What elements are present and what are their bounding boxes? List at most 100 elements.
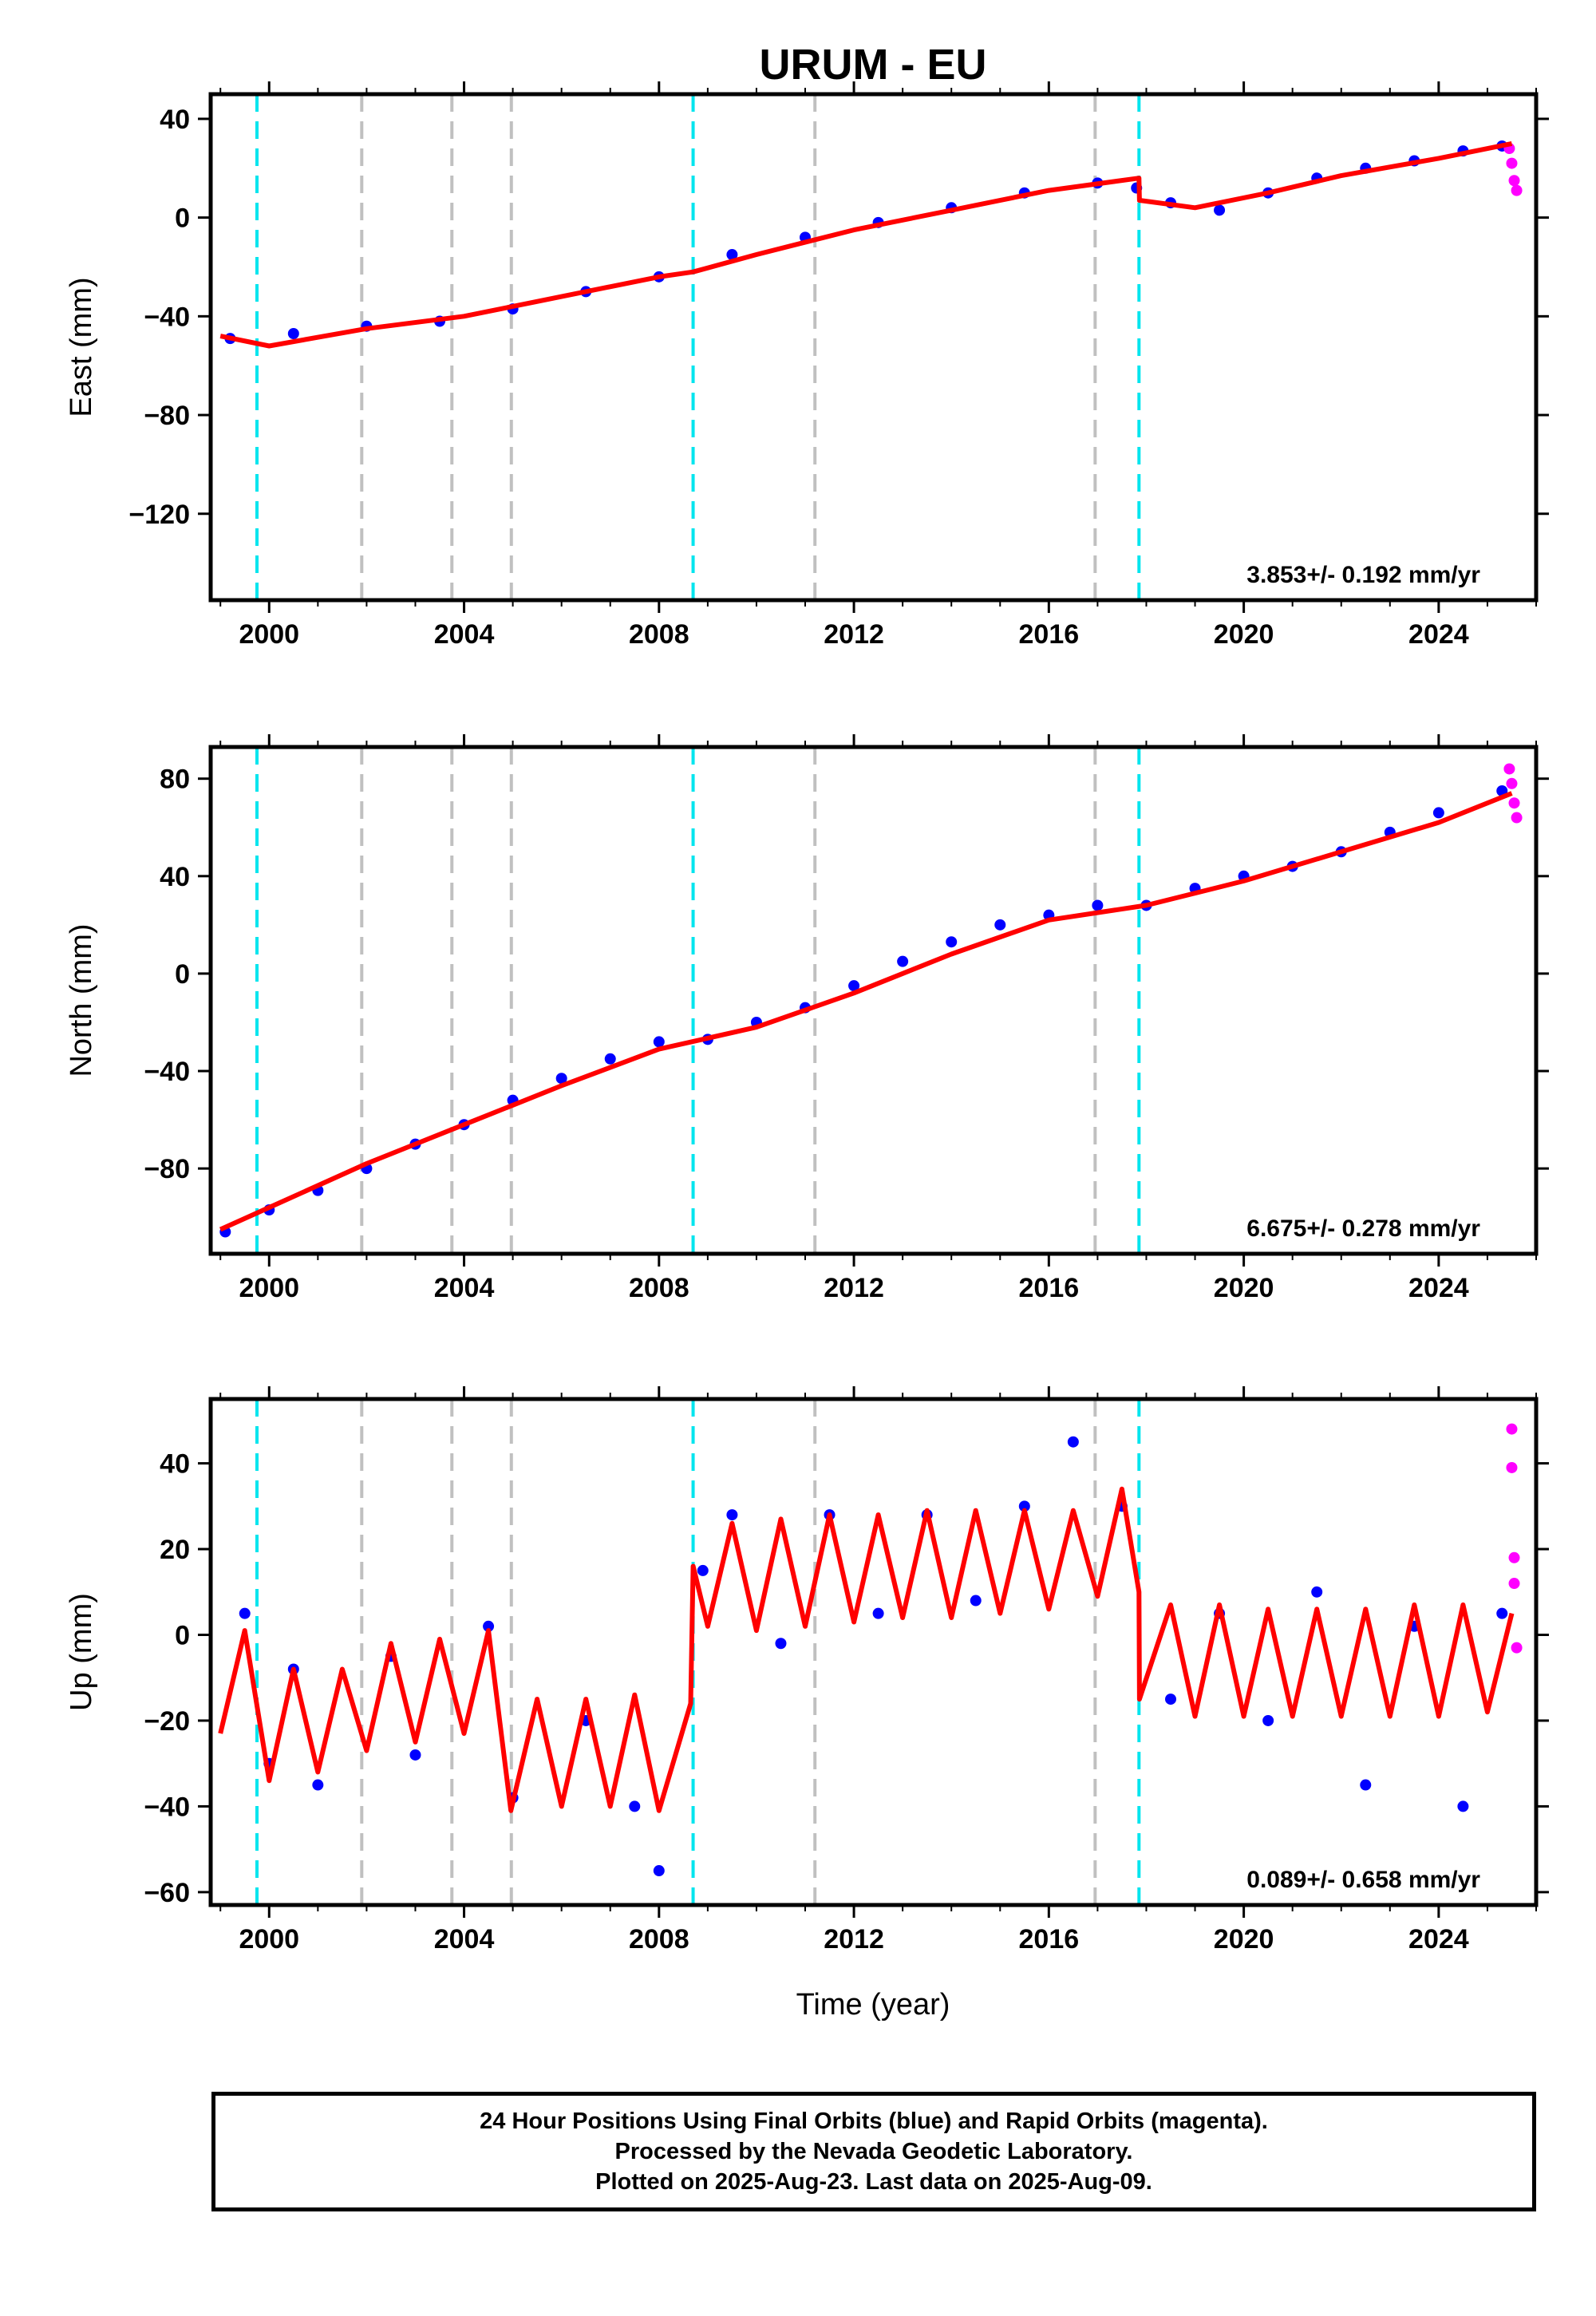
north-x-tick-label: 2012 bbox=[824, 1273, 884, 1303]
north-y-tick-label: 80 bbox=[160, 765, 190, 795]
up-final-point bbox=[1165, 1694, 1177, 1705]
east-x-tick-label: 2012 bbox=[824, 619, 884, 650]
north-x-tick-label: 2004 bbox=[434, 1273, 495, 1303]
panels: 2000 2004 2008 2012 2016 2020 2024−120−80−4004… bbox=[65, 81, 1549, 1954]
up-final-point bbox=[1457, 1800, 1469, 1812]
up-y-axis-title: Up (mm) bbox=[65, 1593, 98, 1711]
up-final-point bbox=[1360, 1779, 1372, 1791]
footer-line-1: 24 Hour Positions Using Final Orbits (bl… bbox=[480, 2109, 1268, 2134]
up-final-point bbox=[1311, 1586, 1323, 1598]
east-frame bbox=[208, 92, 1539, 603]
up-y-tick-label: −60 bbox=[144, 1878, 190, 1908]
north-final-point bbox=[1432, 807, 1444, 819]
east-final-point bbox=[726, 249, 738, 261]
up-final-point bbox=[775, 1638, 787, 1650]
east-y-axis-title: East (mm) bbox=[65, 277, 98, 417]
up-y-tick-label: 0 bbox=[175, 1621, 190, 1651]
up-final-point bbox=[409, 1749, 421, 1761]
east-x-tick-label: 2024 bbox=[1408, 619, 1469, 650]
east-x-tick-label: 2016 bbox=[1019, 619, 1080, 650]
north-x-tick-label: 2024 bbox=[1408, 1273, 1469, 1303]
up-final-point bbox=[653, 1865, 665, 1877]
east-x-tick-label: 2004 bbox=[434, 619, 495, 650]
east-y-tick-label: −120 bbox=[128, 500, 190, 530]
up-rapid-point bbox=[1508, 1578, 1520, 1590]
up-x-tick-label: 2024 bbox=[1408, 1924, 1469, 1954]
east-y-tick-label: 40 bbox=[160, 105, 190, 135]
x-axis-title: Time (year) bbox=[796, 1988, 950, 2022]
up-rate-label: 0.089+/- 0.658 mm/yr bbox=[1246, 1867, 1480, 1893]
up-final-point bbox=[483, 1620, 495, 1632]
up-final-point bbox=[1018, 1500, 1030, 1512]
north-y-tick-label: 40 bbox=[160, 862, 190, 892]
up-final-point bbox=[629, 1800, 641, 1812]
footer-line-3: Plotted on 2025-Aug-23. Last data on 202… bbox=[595, 2169, 1152, 2195]
north-final-point bbox=[897, 955, 909, 967]
up-rapid-point bbox=[1506, 1423, 1518, 1435]
north-rapid-point bbox=[1503, 763, 1515, 775]
east-x-tick-label: 2020 bbox=[1214, 619, 1274, 650]
up-y-tick-label: −40 bbox=[144, 1792, 190, 1822]
up-y-tick-label: 20 bbox=[160, 1535, 190, 1565]
east-x-tick-label: 2000 bbox=[239, 619, 299, 650]
north-final-point bbox=[848, 980, 860, 992]
up-final-point bbox=[1496, 1607, 1508, 1619]
east-x-tick-label: 2008 bbox=[629, 619, 689, 650]
north-x-tick-label: 2000 bbox=[239, 1273, 299, 1303]
footer-box: 24 Hour Positions Using Final Orbits (bl… bbox=[211, 2092, 1536, 2211]
north-final-point bbox=[653, 1036, 665, 1048]
up-final-point bbox=[970, 1595, 982, 1607]
east-rapid-point bbox=[1506, 157, 1518, 169]
north-model-fit-line bbox=[219, 791, 1513, 1232]
up-x-tick-label: 2012 bbox=[824, 1924, 884, 1954]
east-final-point bbox=[1214, 204, 1226, 216]
footer-line-2: Processed by the Nevada Geodetic Laborat… bbox=[614, 2139, 1133, 2164]
north-x-tick-label: 2020 bbox=[1214, 1273, 1274, 1303]
chart-title: URUM - EU bbox=[760, 41, 987, 89]
up-final-point bbox=[239, 1607, 251, 1619]
north-final-point bbox=[555, 1073, 567, 1085]
north-final-point bbox=[946, 936, 958, 948]
up-y-tick-label: −20 bbox=[144, 1706, 190, 1737]
north-x-tick-label: 2016 bbox=[1019, 1273, 1080, 1303]
up-final-point bbox=[872, 1607, 884, 1619]
up-x-tick-label: 2000 bbox=[239, 1924, 299, 1954]
north-y-axis-title: North (mm) bbox=[65, 923, 98, 1077]
up-model-fit-line bbox=[218, 1486, 1515, 1813]
up-final-point bbox=[1262, 1714, 1274, 1726]
up-panel: 2000 2004 2008 2012 2016 2020 2024 −60 −40 −20 0 20… bbox=[65, 1386, 1549, 1954]
east-rate-label: 3.853+/- 0.192 mm/yr bbox=[1246, 562, 1480, 588]
east-rapid-point bbox=[1508, 175, 1520, 187]
up-rapid-point bbox=[1506, 1461, 1518, 1473]
north-panel: 2000 2004 2008 2012 2016 2020 2024 −80 −40 0 40 80 N… bbox=[65, 734, 1549, 1303]
east-final-point bbox=[287, 327, 299, 339]
north-y-tick-label: 0 bbox=[175, 959, 190, 990]
up-rapid-point bbox=[1511, 1642, 1523, 1654]
north-rapid-point bbox=[1506, 777, 1518, 789]
up-x-tick-label: 2008 bbox=[629, 1924, 689, 1954]
east-y-tick-label: 0 bbox=[175, 204, 190, 234]
north-frame bbox=[208, 745, 1539, 1256]
north-x-tick-label: 2008 bbox=[629, 1273, 689, 1303]
up-final-point bbox=[726, 1509, 738, 1521]
north-final-point bbox=[1092, 899, 1104, 911]
up-x-tick-label: 2016 bbox=[1019, 1924, 1080, 1954]
east-panel: 2000 2004 2008 2012 2016 2020 2024 −120 −80 −40 0 4… bbox=[65, 81, 1549, 650]
up-x-tick-label: 2020 bbox=[1214, 1924, 1274, 1954]
east-rapid-point bbox=[1511, 184, 1523, 196]
up-final-point bbox=[312, 1779, 324, 1791]
up-final-point bbox=[697, 1564, 709, 1576]
up-rapid-point bbox=[1508, 1551, 1520, 1563]
up-final-point bbox=[1067, 1436, 1079, 1448]
east-model-fit-line bbox=[219, 140, 1513, 349]
east-y-tick-label: −80 bbox=[144, 401, 190, 431]
up-frame bbox=[208, 1397, 1539, 1907]
north-final-point bbox=[604, 1053, 616, 1065]
east-y-tick-label: −40 bbox=[144, 302, 190, 332]
north-y-tick-label: −80 bbox=[144, 1154, 190, 1184]
north-rate-label: 6.675+/- 0.278 mm/yr bbox=[1246, 1215, 1480, 1242]
north-rapid-point bbox=[1511, 812, 1523, 824]
north-y-tick-label: −40 bbox=[144, 1057, 190, 1087]
